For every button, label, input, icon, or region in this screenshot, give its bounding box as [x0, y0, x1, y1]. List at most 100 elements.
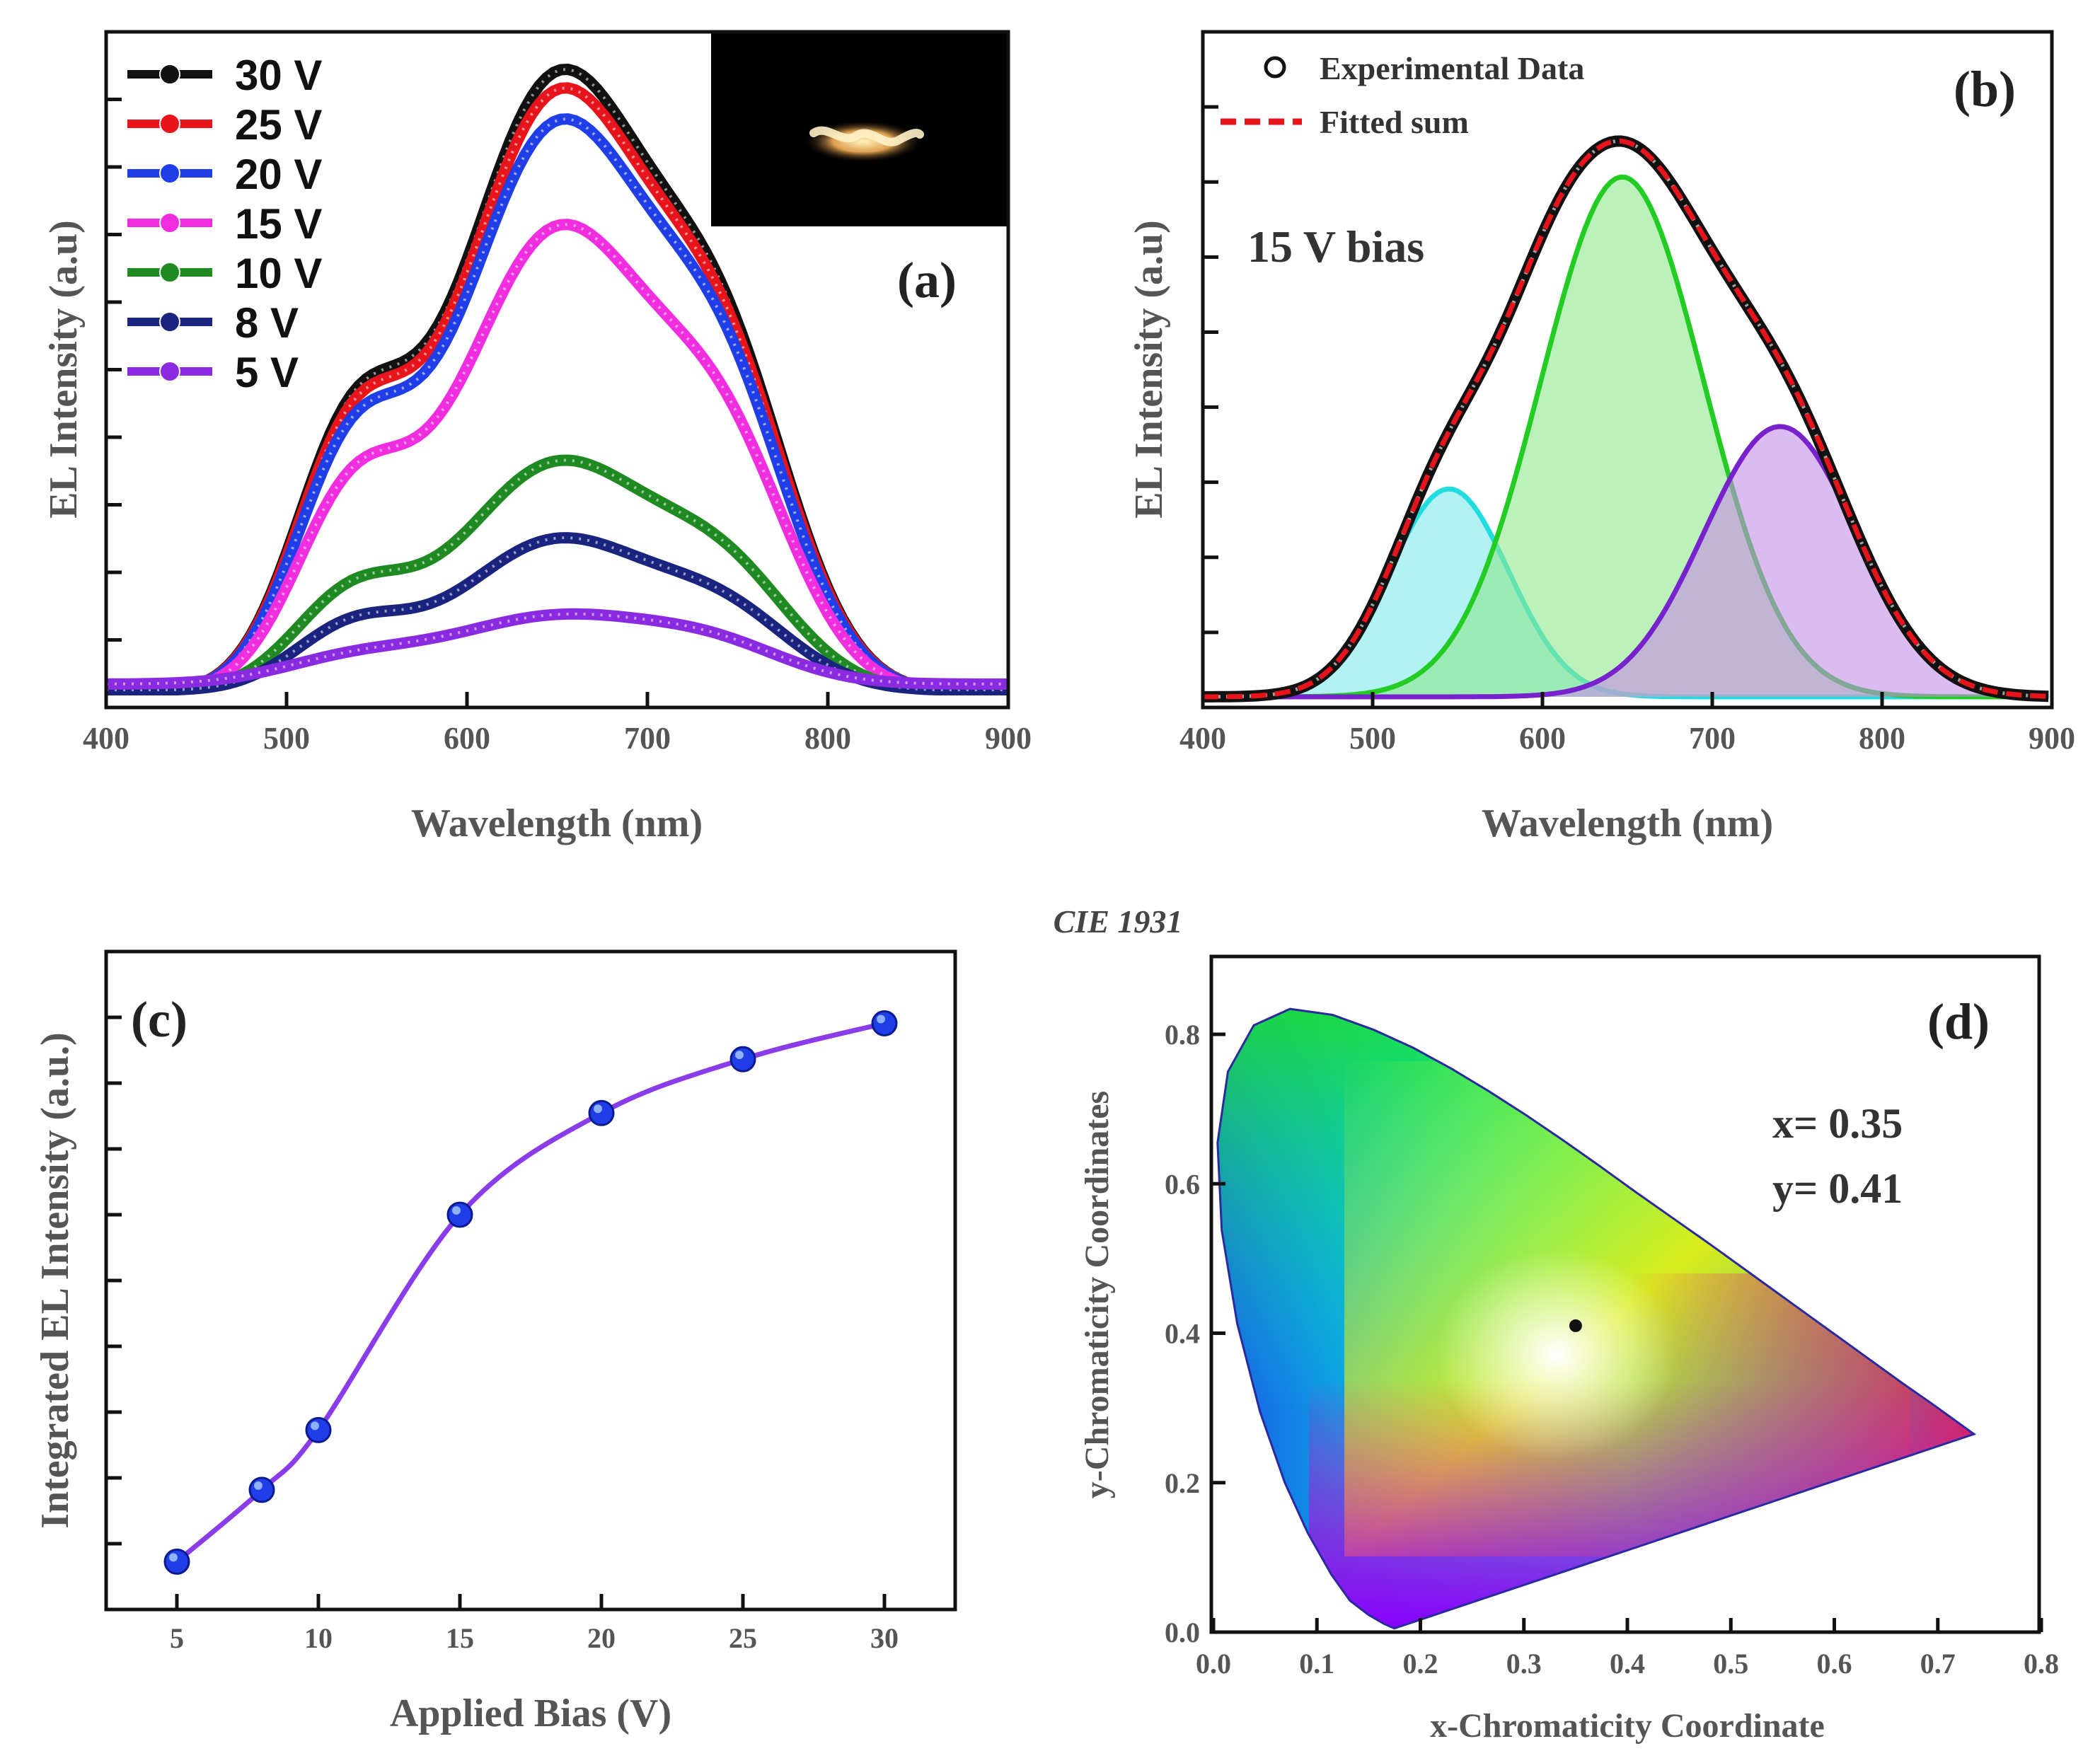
b-y-axis-title: EL Intensity (a.u)	[1127, 220, 1171, 519]
a-series-layer	[106, 64, 1008, 695]
c-data-point-3	[446, 1201, 473, 1228]
c-series-layer	[163, 1010, 898, 1575]
c-y-axis	[106, 1015, 122, 1546]
2-x-tick-label: 10	[304, 1622, 333, 1654]
d-chart-title: CIE 1931	[1054, 903, 1183, 940]
b-legend-experimental: Experimental Data	[1320, 50, 1584, 86]
b-bias-annotation: 15 V bias	[1247, 221, 1424, 272]
2-x-tick-label: 25	[729, 1622, 757, 1654]
b-component-2-fill	[1203, 426, 2052, 697]
1-x-tick-label: 700	[1689, 721, 1736, 756]
panel-a: 400 500 600 700 800 900 30 V25 V20 V15 V10 V8…	[42, 30, 1032, 845]
a-series-6-line	[106, 608, 1008, 690]
a-legend-marker-2	[159, 163, 180, 184]
a-legend-label-6: 5 V	[235, 349, 299, 396]
a-y-axis-title: EL Intensity (a.u)	[42, 220, 86, 519]
0-x-tick-label: 600	[444, 721, 490, 756]
2-x-tick-label: 15	[446, 1622, 474, 1654]
0-x-tick-label: 800	[804, 721, 851, 756]
d-y-tick-label: 0.0	[1165, 1617, 1200, 1648]
c-data-point-1	[248, 1476, 275, 1503]
c-data-point-highlight-1	[254, 1481, 262, 1490]
d-chromaticity-point	[1569, 1319, 1582, 1332]
0-x-tick-label: 700	[624, 721, 671, 756]
c-data-point-4	[588, 1099, 615, 1126]
d-y-tick-label: 0.2	[1165, 1467, 1200, 1499]
2-x-tick-label: 5	[170, 1622, 184, 1654]
1-x-tick-label: 400	[1179, 721, 1226, 756]
a-legend-marker-5	[159, 311, 180, 333]
b-fitted-sum	[1203, 138, 2049, 700]
cie-horseshoe	[1216, 1007, 1977, 1630]
c-data-point-highlight-5	[735, 1051, 744, 1060]
a-legend-label-4: 10 V	[235, 250, 322, 297]
d-x-axis-title: x-Chromaticity Coordinate	[1430, 1707, 1825, 1745]
a-series-4-markers	[106, 458, 1008, 691]
d-y-tick-label: 0.4	[1165, 1318, 1200, 1350]
c-x-axis: 5 10 15 20 25 30	[170, 1594, 899, 1654]
a-legend-label-0: 30 V	[235, 52, 322, 99]
a-y-axis	[106, 98, 122, 642]
a-x-axis: 400 500 600 700 800 900	[83, 692, 1032, 756]
1-x-tick-label: 800	[1859, 721, 1905, 756]
1-x-tick-label: 600	[1519, 721, 1566, 756]
c-y-axis-title: Integrated EL Intensity (a.u.)	[33, 1032, 77, 1529]
0-x-tick-label: 900	[985, 721, 1032, 756]
d-x-tick-label: 0.4	[1610, 1648, 1645, 1680]
a-legend-marker-1	[159, 113, 180, 134]
a-legend-marker-4	[159, 262, 180, 283]
b-x-axis-title: Wavelength (nm)	[1482, 802, 1773, 845]
b-component-0-fill	[1203, 489, 2052, 697]
b-panel-label: (b)	[1954, 61, 2016, 117]
c-data-point-6	[871, 1010, 898, 1036]
a-legend-label-2: 20 V	[235, 151, 322, 198]
panel-c: 5 10 15 20 25 30 (c) Applied Bias (V) Integra…	[33, 949, 957, 1735]
c-data-point-0	[163, 1548, 190, 1575]
d-y-annotation: y= 0.41	[1772, 1165, 1903, 1212]
a-legend-marker-3	[159, 212, 180, 233]
b-legend-marker-experimental	[1264, 56, 1286, 79]
d-y-tick-label: 0.6	[1165, 1168, 1200, 1200]
inset-photo	[711, 32, 1008, 226]
d-x-axis: 0.0 0.1 0.2 0.3 0.4 0.5 0.6 0.7 0.8	[1196, 1618, 2059, 1680]
a-legend-label-1: 25 V	[235, 101, 322, 149]
b-y-axis	[1203, 105, 1218, 635]
b-legend: Experimental Data Fitted sum	[1221, 50, 1584, 140]
c-data-point-highlight-6	[877, 1015, 885, 1024]
panel-d: CIE 1931 0.0 0.1 0.2 0.3 0.4 0.5 0.6 0.7 0.8 0.0…	[1054, 903, 2059, 1745]
cie-locus-outline	[1216, 1007, 1977, 1630]
a-legend-label-3: 15 V	[235, 200, 322, 248]
a-legend-marker-0	[159, 64, 180, 85]
d-x-tick-label: 0.7	[1920, 1648, 1956, 1680]
1-x-tick-label: 900	[2029, 721, 2075, 756]
c-data-point-highlight-3	[452, 1206, 461, 1215]
c-series-line	[175, 1021, 885, 1564]
d-plot-frame	[1209, 954, 2041, 1634]
c-data-point-2	[305, 1416, 332, 1443]
0-x-tick-label: 400	[83, 721, 129, 756]
b-component-1-fill	[1203, 177, 2052, 697]
c-data-point-highlight-4	[594, 1104, 602, 1114]
d-x-tick-label: 0.3	[1506, 1648, 1542, 1680]
d-x-tick-label: 0.0	[1196, 1648, 1231, 1680]
d-x-tick-label: 0.5	[1713, 1648, 1748, 1680]
b-x-axis: 400 500 600 700 800 900	[1179, 692, 2075, 756]
d-x-tick-label: 0.1	[1299, 1648, 1334, 1680]
panel-b: 400 500 600 700 800 900 Experimental Data Fit…	[1127, 30, 2075, 845]
c-x-axis-title: Applied Bias (V)	[390, 1692, 671, 1735]
d-x-tick-label: 0.6	[1817, 1648, 1852, 1680]
c-data-point-5	[729, 1046, 756, 1073]
a-panel-label: (a)	[897, 252, 957, 308]
0-x-tick-label: 500	[263, 721, 310, 756]
c-plot-frame	[104, 949, 957, 1612]
a-legend-label-5: 8 V	[235, 299, 299, 347]
d-panel-label: (d)	[1927, 993, 1990, 1050]
a-series-3-markers	[106, 223, 1008, 691]
c-data-point-highlight-0	[169, 1553, 178, 1562]
1-x-tick-label: 500	[1349, 721, 1396, 756]
c-data-point-highlight-2	[311, 1421, 319, 1430]
d-x-tick-label: 0.2	[1403, 1648, 1438, 1680]
c-panel-label: (c)	[131, 991, 188, 1048]
b-plot-frame	[1201, 30, 2054, 710]
